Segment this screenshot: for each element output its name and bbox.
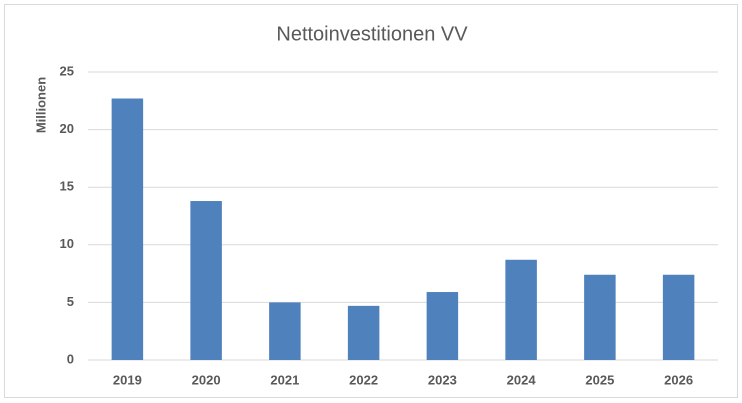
bar [662,274,695,360]
bar [111,98,144,360]
y-tick-label: 0 [67,351,74,366]
x-tick-label: 2024 [507,372,537,387]
x-tick-label: 2022 [349,372,378,387]
y-tick-label: 5 [67,294,74,309]
bar [505,259,537,360]
x-tick-label: 2026 [664,372,693,387]
x-tick-label: 2023 [428,372,457,387]
x-tick-label: 2025 [585,372,614,387]
chart-title: Nettoinvestitionen VV [276,23,468,45]
bar [190,201,222,360]
y-tick-label: 25 [60,63,74,78]
bar [347,305,380,360]
bar [426,292,459,360]
y-tick-label: 15 [60,179,74,194]
x-tick-label: 2019 [113,372,142,387]
y-tick-label: 20 [60,121,74,136]
bar [584,274,616,360]
y-axis-title: Millionen [33,77,48,133]
x-tick-label: 2021 [270,372,299,387]
y-tick-label: 10 [60,236,74,251]
x-tick-label: 2020 [192,372,221,387]
bar [269,302,301,360]
